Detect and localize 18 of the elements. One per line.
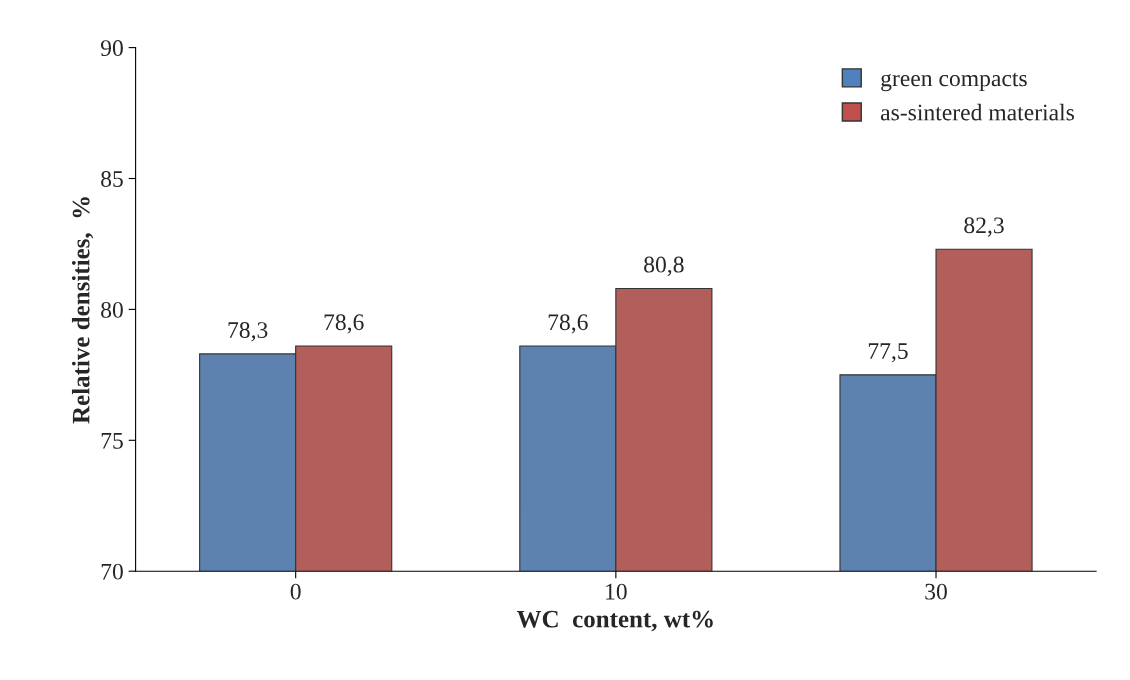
x-tick-label: 10 xyxy=(606,583,627,600)
x-tick-label: 0 xyxy=(290,583,301,600)
data-label: 80,8 xyxy=(644,256,684,276)
y-tick-label: 80 xyxy=(101,301,123,318)
y-tick-label: 75 xyxy=(101,433,123,449)
legend-label: as-sintered materials xyxy=(880,103,1074,121)
data-label: 82,3 xyxy=(964,217,1004,237)
legend-label: green compacts xyxy=(881,72,1027,92)
y-tick-label: 70 xyxy=(101,563,123,580)
data-label: 78,6 xyxy=(324,314,364,334)
y-axis-title: Relative densities, % xyxy=(71,197,94,424)
y-tick-label: 85 xyxy=(101,170,123,187)
x-tick-label: 30 xyxy=(925,583,947,600)
data-label: 78,6 xyxy=(548,314,588,334)
data-label: 78,3 xyxy=(228,322,268,342)
x-axis-title: WC content, wt% xyxy=(516,610,713,632)
data-label: 77,5 xyxy=(868,343,908,363)
y-tick-label: 90 xyxy=(100,40,123,57)
